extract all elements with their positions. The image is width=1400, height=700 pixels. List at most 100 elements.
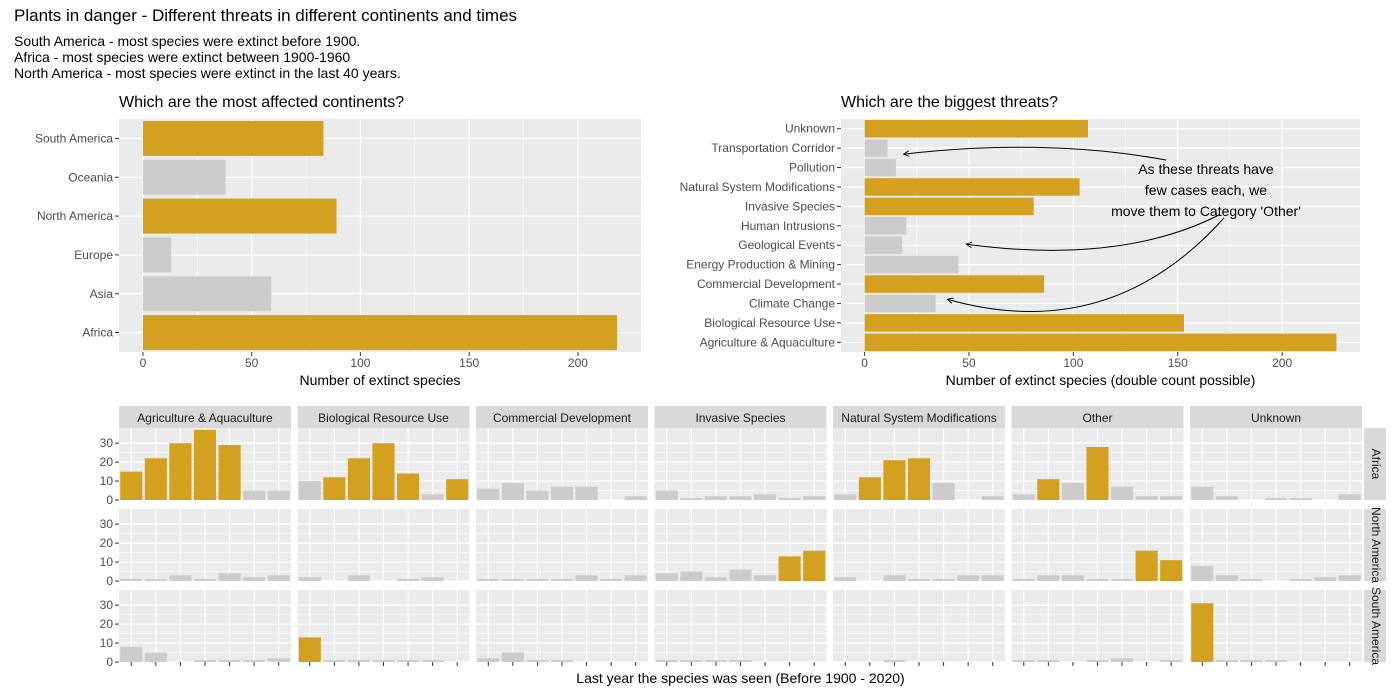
facet-bar <box>624 496 647 500</box>
facet-bar <box>421 494 444 500</box>
facet-y-tick-label: 0 <box>106 655 113 669</box>
facet-panel-south-america-natural-system-modifications <box>833 590 1005 663</box>
facet-bar <box>1135 496 1158 500</box>
bar-pollution <box>864 158 896 177</box>
facet-bar <box>144 579 167 581</box>
facet-strip-commercial-development <box>476 406 648 428</box>
facet-bar <box>1240 579 1263 581</box>
facet-bar <box>981 496 1004 500</box>
facet-bar <box>1191 486 1214 500</box>
facet-bar <box>169 443 192 500</box>
facet-strip-invasive-species <box>654 406 827 428</box>
facet-bar <box>778 498 801 500</box>
facet-bar <box>1111 579 1134 581</box>
facet-bar <box>526 660 549 662</box>
facet-bar <box>907 458 931 500</box>
y-tick-label-agriculture-aquaculture: Agriculture & Aquaculture <box>700 335 836 349</box>
facet-bar <box>218 573 241 581</box>
facet-bar <box>778 556 801 581</box>
x-tick-label: 200 <box>1272 356 1292 370</box>
facet-bar <box>1191 565 1214 581</box>
facet-bar <box>1191 603 1214 662</box>
y-tick-label-south-america: South America <box>35 131 113 145</box>
facet-row-strip-africa <box>1364 428 1386 500</box>
x-axis-label-1: Number of extinct species (double count … <box>946 372 1256 388</box>
bar-asia <box>142 276 272 312</box>
annotation-arrow-transportation-corridor <box>904 146 1167 161</box>
x-tick-label: 0 <box>861 356 868 370</box>
facet-panel-south-america-biological-resource-use <box>297 590 470 663</box>
facet-panel-south-america-commercial-development <box>476 590 648 663</box>
facet-bar <box>1160 660 1183 662</box>
subtitle-line-africa: Africa - most species were extinct betwe… <box>14 49 351 65</box>
facet-panel-north-america-biological-resource-use <box>297 509 470 582</box>
facet-y-tick-label: 10 <box>100 555 114 569</box>
facet-panel-africa-unknown <box>1190 428 1362 501</box>
x-tick-label: 50 <box>962 356 976 370</box>
facet-bar <box>834 577 857 581</box>
facet-bar <box>575 575 598 581</box>
facet-bar <box>981 575 1004 581</box>
facet-panel-south-america-unknown <box>1190 590 1362 663</box>
facet-bar <box>323 477 346 500</box>
facet-bar <box>526 490 549 500</box>
facet-panel-north-america-invasive-species <box>654 509 827 582</box>
annotation-text-line: As these threats have <box>1138 161 1274 177</box>
facet-panel-africa-biological-resource-use <box>297 428 470 501</box>
facet-panel-south-america-invasive-species <box>654 590 827 663</box>
y-tick-label-natural-system-modifications: Natural System Modifications <box>680 180 835 194</box>
facet-bar <box>729 660 752 662</box>
facet-bar <box>1037 575 1060 581</box>
facet-y-tick-label: 30 <box>100 517 114 531</box>
facet-bar <box>193 579 217 581</box>
facet-y-tick-label: 20 <box>100 455 114 469</box>
facet-bar <box>397 579 420 581</box>
y-tick-label-biological-resource-use: Biological Resource Use <box>704 316 835 330</box>
x-tick-label: 50 <box>245 356 259 370</box>
facet-y-tick-label: 20 <box>100 617 114 631</box>
facet-bar <box>858 477 881 500</box>
facet-bar <box>298 481 321 500</box>
facet-bar <box>957 575 980 581</box>
bar-geological-events <box>864 236 903 254</box>
facet-bar <box>144 458 167 500</box>
facet-y-tick-label: 10 <box>100 636 114 650</box>
facet-bar <box>1314 577 1337 581</box>
bar-invasive-species <box>864 197 1034 216</box>
facet-strip-label-invasive-species: Invasive Species <box>695 411 785 425</box>
facet-bar <box>680 571 703 581</box>
subtitle-line-north-america: North America - most species were extinc… <box>14 65 401 81</box>
bar-biological-resource-use <box>864 314 1185 332</box>
facet-bar <box>1061 575 1084 581</box>
facet-bar <box>1061 482 1084 500</box>
facet-bar <box>550 486 574 500</box>
facet-bar <box>550 579 574 581</box>
bar-north-america <box>142 198 337 234</box>
facet-bar <box>501 652 524 662</box>
facet-bar <box>1160 496 1183 500</box>
plot-panel-0 <box>119 119 641 352</box>
facet-bar <box>1240 660 1263 662</box>
facet-bar <box>932 579 955 581</box>
facet-bar <box>803 550 826 581</box>
bar-human-intrusions <box>864 217 907 235</box>
facet-bar <box>218 445 241 500</box>
facet-bar <box>680 660 703 662</box>
facet-bar <box>754 575 777 581</box>
facet-row-label-south-america: South America <box>1369 587 1383 665</box>
facet-panel-africa-invasive-species <box>654 428 827 501</box>
facet-bar <box>193 660 217 662</box>
facet-strip-biological-resource-use <box>297 406 470 428</box>
y-tick-label-oceania: Oceania <box>68 170 113 184</box>
facet-row-label-africa: Africa <box>1369 449 1383 480</box>
facet-bar <box>600 579 623 581</box>
annotation-text-line: few cases each, we <box>1145 182 1267 198</box>
facet-y-tick-label: 30 <box>100 436 114 450</box>
facet-bar <box>1135 550 1158 581</box>
facet-bar <box>1215 496 1238 500</box>
y-tick-label-africa: Africa <box>82 326 113 340</box>
facet-bar <box>1215 660 1238 662</box>
facet-bar <box>1111 658 1134 662</box>
facet-bar <box>243 660 266 662</box>
figure-subtitle: South America - most species were extinc… <box>14 33 401 81</box>
